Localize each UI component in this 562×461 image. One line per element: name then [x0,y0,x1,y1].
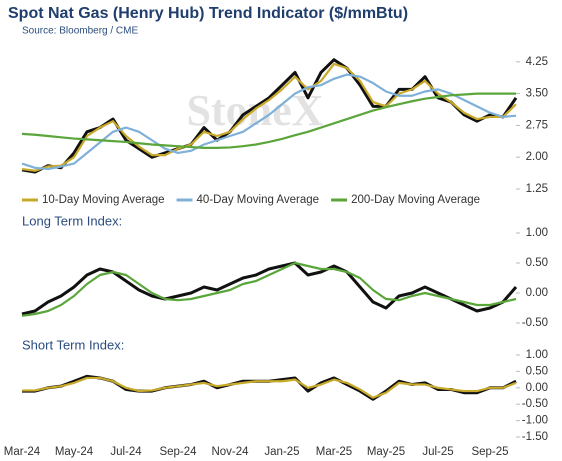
chart-title: Spot Nat Gas (Henry Hub) Trend Indicator… [8,5,408,22]
y-tick-label: 2.75 [526,119,548,131]
x-tick-label: May-25 [367,446,405,458]
y-tick-label: 0.00 [526,382,548,394]
y-tick-label: 0.00 [526,287,548,299]
y-tick-label: -1.00 [522,415,548,427]
series-line [21,261,518,316]
series-line [21,73,517,171]
x-tick-label: Jan-25 [264,446,299,458]
x-tick-label: Jul-24 [110,446,142,458]
legend-label: 40-Day Moving Average [197,194,320,206]
y-tick-label: 4.25 [526,56,548,68]
x-tick-label: Nov-24 [211,446,249,458]
y-tick-label: 1.25 [526,183,548,195]
y-tick-label: -0.50 [522,398,548,410]
y-tick-label: 3.50 [526,88,548,100]
x-tick-label: Mar-25 [316,446,352,458]
y-tick-label: -0.50 [522,317,548,329]
y-tick-label: 1.00 [526,349,548,361]
panel-title: Long Term Index: [22,213,122,228]
series-line [21,92,516,149]
y-tick-label: 1.00 [526,227,548,239]
x-tick-label: Sep-24 [159,446,197,458]
series-line [22,376,517,399]
legend-label: 200-Day Moving Average [351,194,480,206]
legend-label: 10-Day Moving Average [42,194,165,206]
x-tick-label: May-24 [55,446,94,458]
chart-subtitle: Source: Bloomberg / CME [22,26,138,37]
y-tick-label: 2.00 [526,151,548,163]
x-tick-label: Sep-25 [471,446,508,458]
panel-title: Short Term Index: [22,337,124,352]
y-tick-label: -1.50 [522,431,548,443]
y-tick-label: 0.50 [526,257,548,269]
x-tick-label: Jul-25 [422,446,453,458]
x-tick-label: Mar-24 [4,446,41,458]
series-line [21,261,517,317]
y-tick-label: 0.50 [526,365,548,377]
